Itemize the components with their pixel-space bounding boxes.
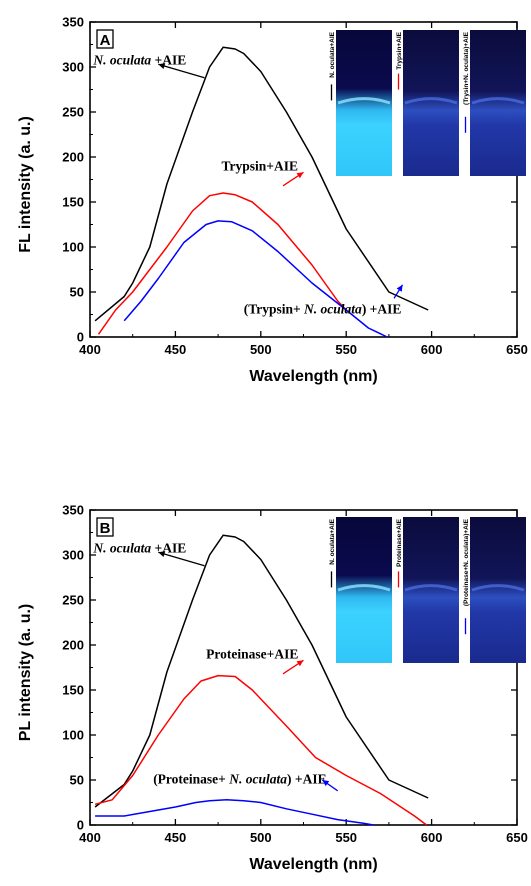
y-tick-label: 150 <box>62 195 84 210</box>
series-line-3 <box>123 220 388 338</box>
y-tick-label: 250 <box>62 105 84 120</box>
series-line-2 <box>94 674 427 826</box>
panel-a: 400 450 500 550 600 650 0 50 100 150 200 250 300 350 W… <box>17 15 528 386</box>
y-tick-label: 200 <box>62 150 84 165</box>
annotation-arrow-head <box>396 284 403 292</box>
x-tick-label: 600 <box>421 830 443 845</box>
y-axis-title: FL intensity (a. u.) <box>17 116 34 253</box>
annotation-arrow-head <box>158 551 166 557</box>
annotation-prefix: (Proteinase+ <box>153 772 229 787</box>
x-tick-label: 550 <box>335 342 357 357</box>
series-line-1 <box>94 534 429 808</box>
x-tick-label: 400 <box>79 342 101 357</box>
y-tick-label: 250 <box>62 593 84 608</box>
y-tick-label: 50 <box>70 285 84 300</box>
panel-letter: B <box>100 520 111 537</box>
inset-legend-label: N. oculata+AIE <box>329 518 336 564</box>
x-tick-label: 550 <box>335 830 357 845</box>
panel-letter-box <box>96 29 114 49</box>
inset-vial-image <box>470 517 526 663</box>
annotation-arrow-head <box>296 172 304 179</box>
annotation-label: Trypsin+AIE <box>222 159 298 174</box>
inset-legend-label: N. oculata+AIE <box>329 31 336 77</box>
y-tick-label: 150 <box>62 683 84 698</box>
annotation-rest: Trypsin+AIE <box>222 159 298 174</box>
y-tick-label: 300 <box>62 60 84 75</box>
inset-vial-image <box>403 30 459 176</box>
y-axis-title: PL intensity (a. u.) <box>17 604 34 742</box>
x-tick-label: 650 <box>506 342 528 357</box>
inset-vial-meniscus <box>337 584 391 592</box>
inset-vial-meniscus <box>404 97 458 105</box>
annotation-arrow-head <box>296 660 304 667</box>
annotation-label: N. oculata +AIE <box>92 52 186 67</box>
x-tick-label: 450 <box>165 830 187 845</box>
annotation-arrow-head <box>322 780 330 787</box>
inset-vial-image <box>403 517 459 663</box>
x-tick-label: 400 <box>79 830 101 845</box>
x-tick-label: 600 <box>421 342 443 357</box>
inset-legend-label: Proteinase+AIE <box>396 518 403 567</box>
annotation-rest: ) +AIE <box>362 302 402 317</box>
annotation-italic: N. oculata <box>303 302 362 317</box>
annotation-prefix: (Trypsin+ <box>244 302 304 317</box>
x-tick-label: 500 <box>250 342 272 357</box>
y-tick-label: 200 <box>62 638 84 653</box>
annotation-italic: N. oculata <box>92 52 151 67</box>
annotation-label: Proteinase+AIE <box>206 647 298 662</box>
inset-legend-label: Trypsin+AIE <box>396 31 403 69</box>
annotation-label: N. oculata +AIE <box>92 540 186 555</box>
annotation-rest: Proteinase+AIE <box>206 647 298 662</box>
annotation-arrow-head <box>158 63 166 69</box>
annotation-label: (Trypsin+ N. oculata) +AIE <box>244 302 402 317</box>
inset-vial-meniscus <box>471 584 525 592</box>
x-tick-label: 500 <box>250 830 272 845</box>
annotation-rest: +AIE <box>151 540 186 555</box>
y-tick-label: 0 <box>77 818 84 833</box>
y-tick-label: 100 <box>62 240 84 255</box>
annotation-arrow-line <box>158 551 205 567</box>
annotation-italic: N. oculata <box>92 540 151 555</box>
annotation-italic: N. oculata <box>228 772 287 787</box>
y-tick-label: 100 <box>62 728 84 743</box>
inset-vial-meniscus <box>404 584 458 592</box>
inset-legend-label: (Proteinase+N. oculata)+AIE <box>463 518 470 606</box>
y-tick-label: 0 <box>77 330 84 345</box>
panel-b: 400 450 500 550 600 650 0 50 100 150 200 250 300 350 W… <box>17 503 528 874</box>
series-line-2 <box>97 192 347 335</box>
annotation-label: (Proteinase+ N. oculata) +AIE <box>153 772 326 787</box>
series-line-1 <box>94 46 429 322</box>
x-axis-title: Wavelength (nm) <box>249 368 377 385</box>
series-line-3 <box>95 799 374 826</box>
inset-vial-image <box>470 30 526 176</box>
x-tick-label: 450 <box>165 342 187 357</box>
annotation-arrow-line <box>158 63 205 79</box>
panel-letter-box <box>96 517 114 537</box>
annotation-rest: +AIE <box>151 52 186 67</box>
y-tick-label: 300 <box>62 548 84 563</box>
inset-vial-image <box>336 517 392 663</box>
y-tick-label: 350 <box>62 503 84 518</box>
y-tick-label: 350 <box>62 15 84 30</box>
inset-legend-label: (Trysin+N. oculata)+AIE <box>463 31 470 105</box>
inset-vial-meniscus <box>337 97 391 105</box>
x-axis-title: Wavelength (nm) <box>249 856 377 873</box>
panel-letter: A <box>100 32 111 49</box>
inset-vial-image <box>336 30 392 176</box>
x-tick-label: 650 <box>506 830 528 845</box>
y-tick-label: 50 <box>70 773 84 788</box>
inset-vial-meniscus <box>471 97 525 105</box>
annotation-rest: ) +AIE <box>287 772 327 787</box>
